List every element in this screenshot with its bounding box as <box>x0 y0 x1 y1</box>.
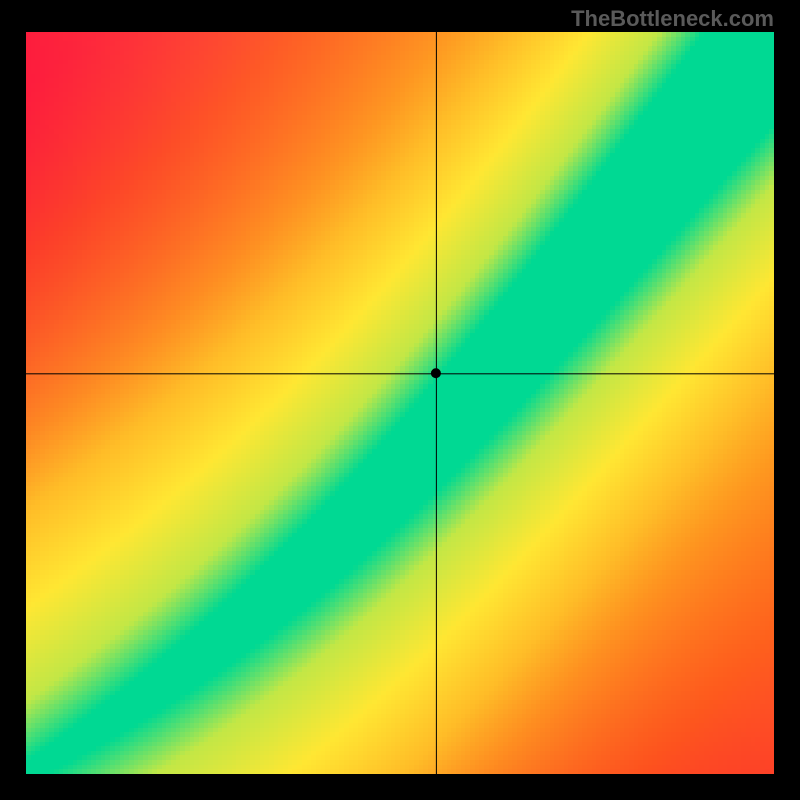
heatmap-canvas <box>26 32 774 774</box>
watermark-text: TheBottleneck.com <box>571 6 774 32</box>
heatmap-plot <box>26 32 774 774</box>
